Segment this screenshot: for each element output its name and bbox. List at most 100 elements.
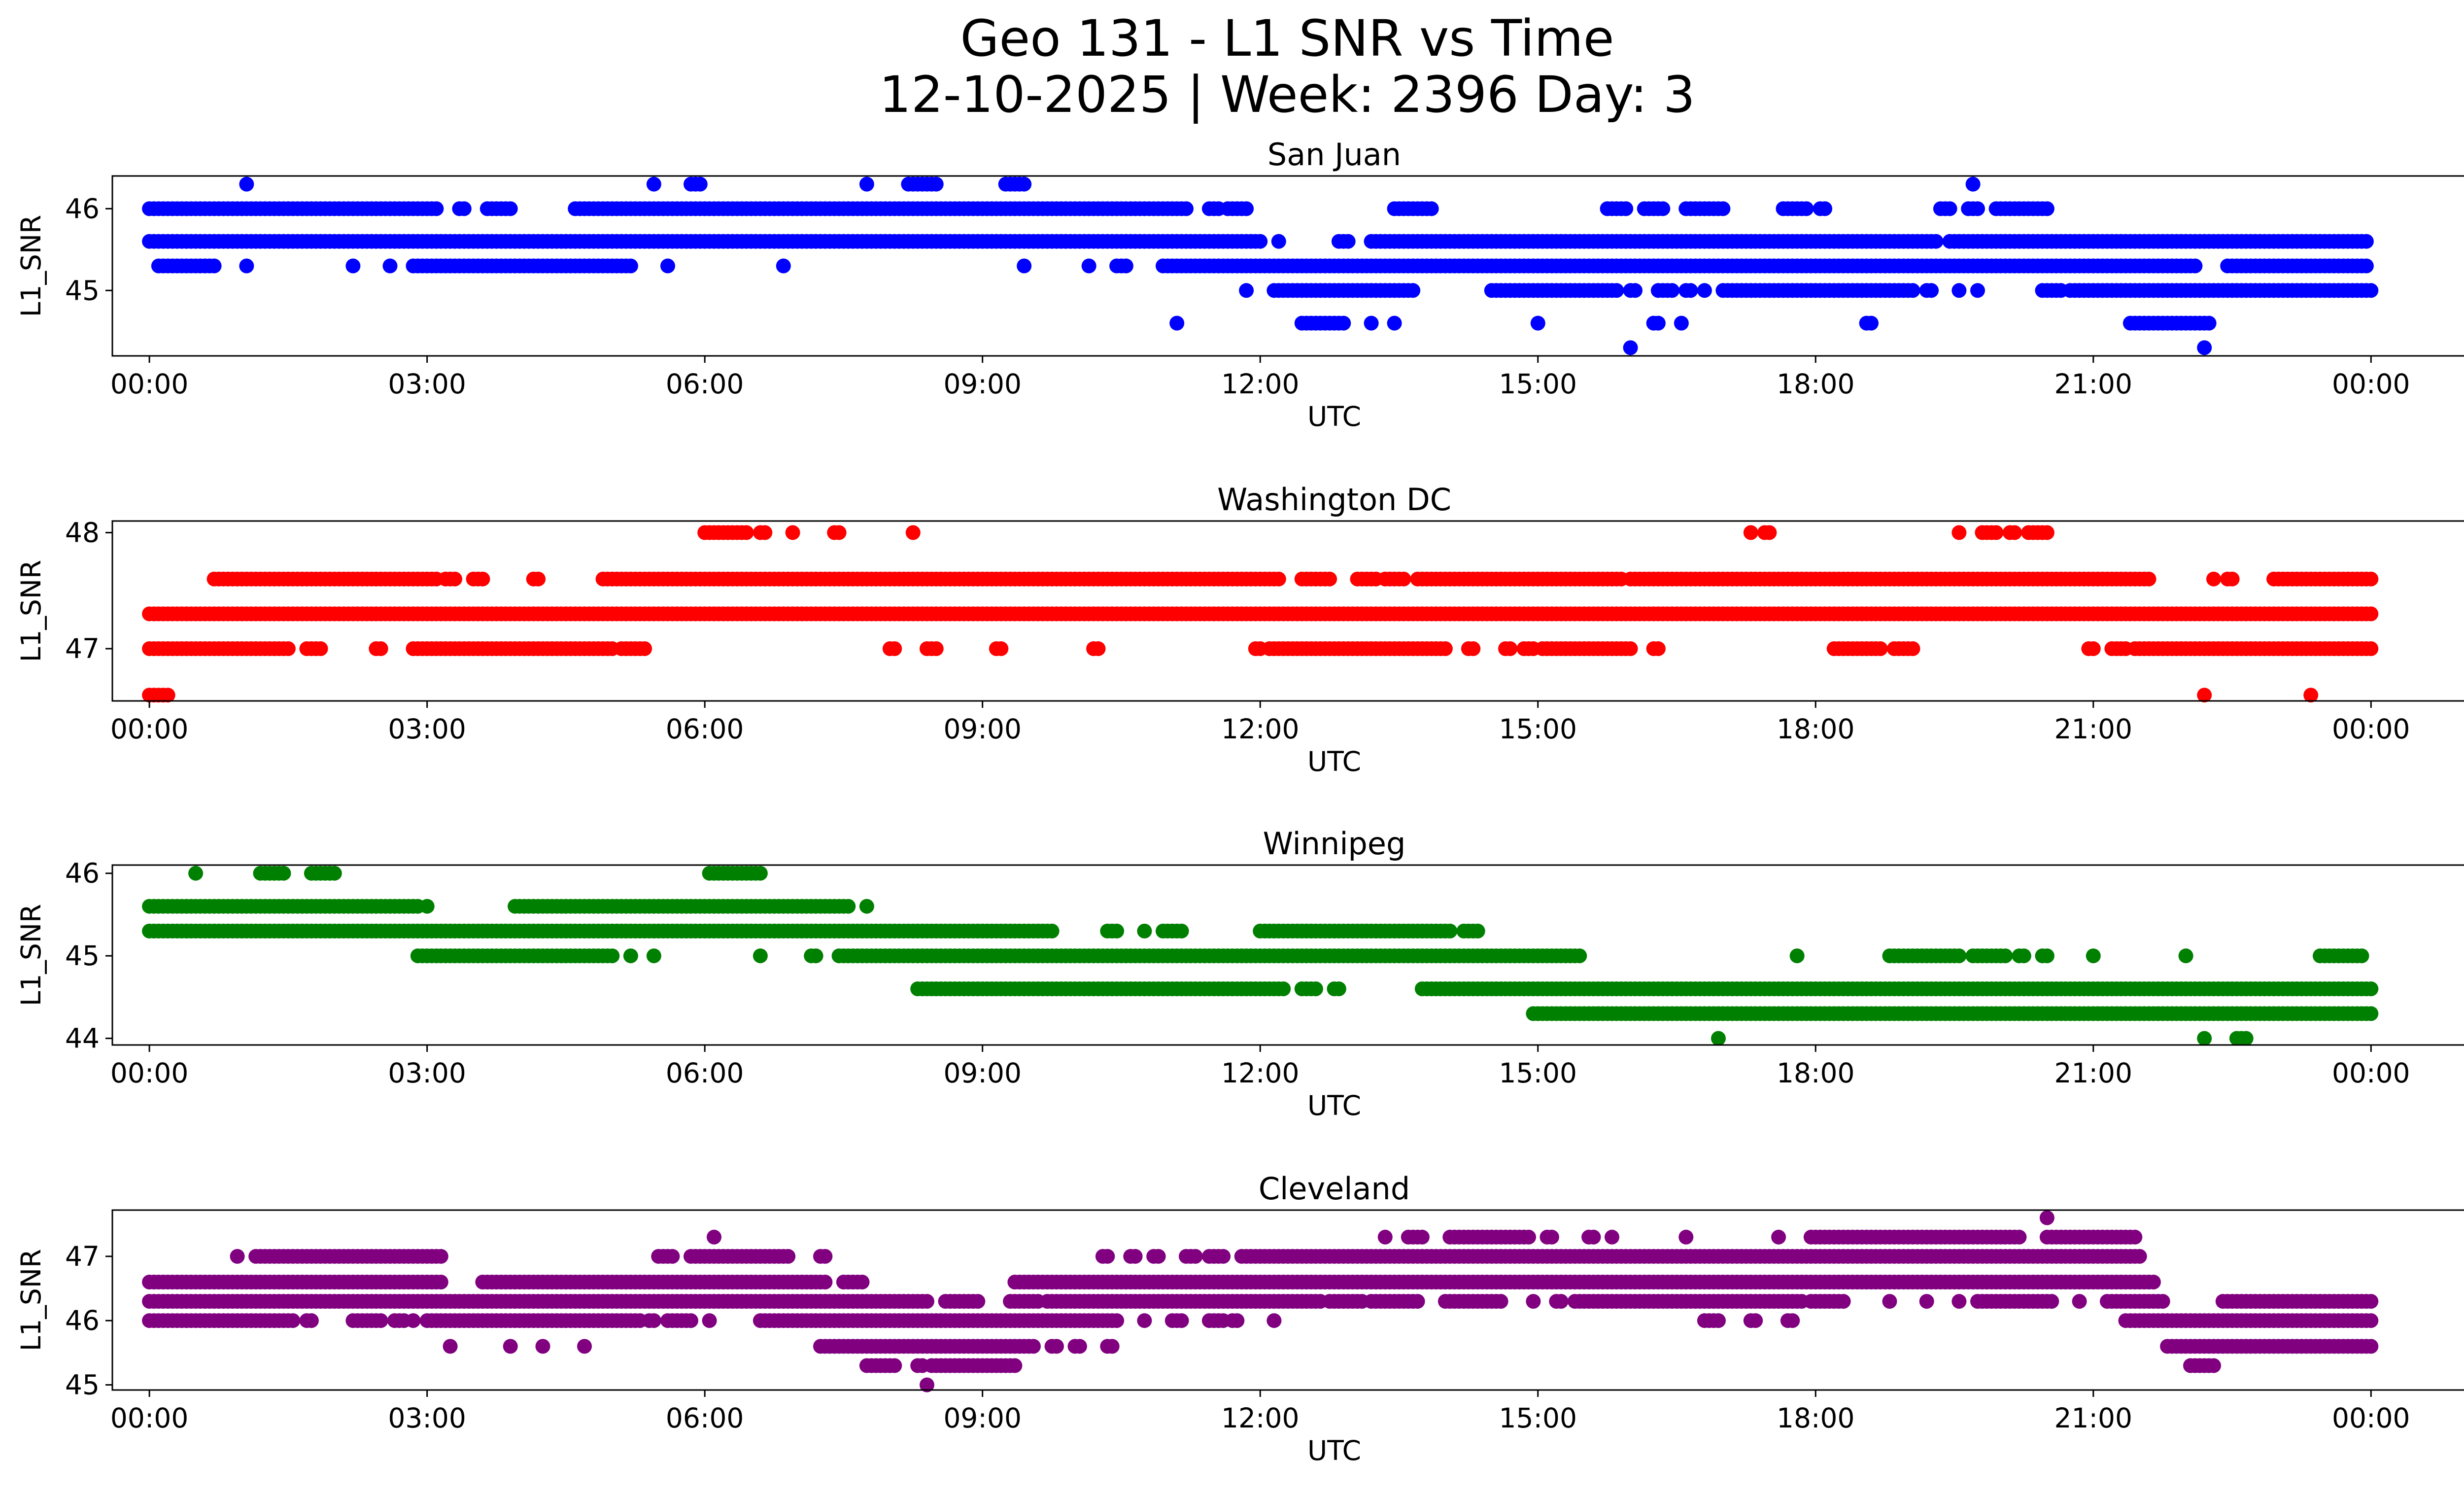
data-point <box>1253 234 1268 249</box>
data-point <box>2141 571 2156 587</box>
data-point <box>2363 283 2379 298</box>
data-point <box>707 1229 721 1245</box>
data-point <box>304 1313 319 1328</box>
data-point <box>1091 641 1106 656</box>
data-point <box>1331 981 1346 997</box>
data-point <box>1100 1249 1115 1264</box>
x-tick-label: 09:00 <box>943 1057 1022 1089</box>
data-point <box>1924 283 1939 298</box>
x-tick-label: 15:00 <box>1499 713 1577 745</box>
data-point <box>970 1294 986 1309</box>
y-axis-label: L1_SNR <box>15 560 47 662</box>
data-point <box>2363 641 2379 656</box>
data-point <box>1623 641 1638 656</box>
data-point <box>1364 315 1379 331</box>
y-tick-label: 45 <box>65 940 100 972</box>
data-point <box>2359 258 2374 274</box>
data-point <box>1965 176 1981 192</box>
y-tick-label: 46 <box>65 193 100 224</box>
axes-frame <box>111 520 2464 702</box>
panel-title: San Juan <box>1267 137 1401 173</box>
data-point <box>475 571 490 587</box>
x-tick-label: 06:00 <box>666 1057 744 1089</box>
data-point <box>2201 315 2217 331</box>
data-point <box>1544 1229 1559 1245</box>
x-axis-label: UTC <box>1307 1090 1361 1121</box>
data-point <box>503 201 518 216</box>
data-point <box>188 866 204 881</box>
data-point <box>1405 283 1421 298</box>
y-axis-label: L1_SNR <box>15 215 47 317</box>
data-point <box>285 1313 301 1328</box>
data-point <box>1998 948 2013 964</box>
data-point <box>1623 340 1638 355</box>
panel-title: Cleveland <box>1259 1171 1410 1207</box>
data-point <box>684 1313 698 1328</box>
data-point <box>1970 201 1985 216</box>
data-point <box>646 176 661 192</box>
data-point <box>345 258 361 274</box>
panel-title: Washington DC <box>1217 482 1451 518</box>
data-point <box>1410 1294 1425 1309</box>
data-point <box>313 641 328 656</box>
data-point <box>623 258 638 274</box>
x-axis-ticks: 00:00 03:00 06:00 09:00 12:00 15:00 18:00 21:00… <box>110 356 2410 400</box>
data-point <box>1239 283 1254 298</box>
x-tick-label: 06:00 <box>666 713 744 745</box>
data-point <box>2127 1229 2143 1245</box>
data-point <box>1951 283 1967 298</box>
x-axis-label: UTC <box>1307 746 1361 777</box>
data-point <box>1044 923 1060 939</box>
data-point <box>1650 641 1666 656</box>
y-tick-label: 44 <box>65 1023 100 1054</box>
data-point <box>660 258 675 274</box>
data-point <box>2016 948 2031 964</box>
data-point <box>1308 981 1323 997</box>
data-point <box>1216 1249 1231 1264</box>
data-point <box>2359 234 2374 249</box>
data-point <box>1655 201 1671 216</box>
data-point <box>1789 948 1805 964</box>
data-point <box>757 525 773 540</box>
data-point <box>1919 1294 1934 1309</box>
data-point <box>665 1249 680 1264</box>
data-point <box>1928 234 1944 249</box>
data-point <box>646 948 661 964</box>
data-point <box>1674 315 1689 331</box>
x-tick-label: 18:00 <box>1777 713 1855 745</box>
x-tick-label: 03:00 <box>388 1057 466 1089</box>
data-point <box>2197 688 2212 703</box>
data-point <box>1109 923 1125 939</box>
data-point <box>831 525 847 540</box>
data-point <box>928 176 944 192</box>
data-point <box>239 176 254 192</box>
x-tick-label: 12:00 <box>1221 1057 1300 1089</box>
data-point <box>623 948 638 964</box>
data-point <box>280 641 296 656</box>
data-point <box>928 641 944 656</box>
data-point <box>2238 1031 2254 1046</box>
data-point <box>1683 283 1698 298</box>
data-point <box>2086 948 2101 964</box>
x-tick-label: 12:00 <box>1221 713 1300 745</box>
data-point <box>160 688 175 703</box>
data-point <box>739 525 754 540</box>
data-point <box>1437 641 1453 656</box>
data-point <box>456 201 472 216</box>
data-point <box>1414 1229 1430 1245</box>
data-point <box>2363 606 2379 622</box>
data-point <box>905 525 921 540</box>
chart-title-line2: 12-10-2025 | Week: 2396 Day: 3 <box>879 66 1695 124</box>
data-point <box>1572 948 1587 964</box>
data-point <box>2072 1294 2087 1309</box>
data-point <box>1470 923 1485 939</box>
data-point <box>2197 340 2212 355</box>
x-tick-label: 00:00 <box>2332 368 2410 400</box>
data-point <box>1503 641 1518 656</box>
data-point <box>433 1249 448 1264</box>
